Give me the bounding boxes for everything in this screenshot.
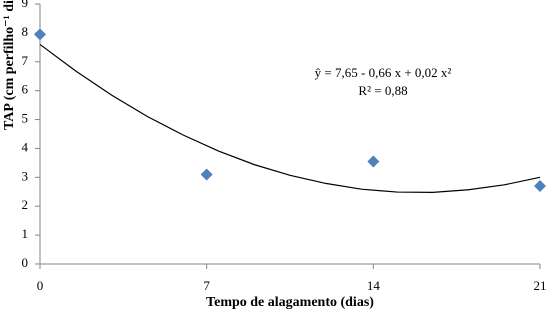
x-tick-label: 0 <box>37 278 44 293</box>
x-tick-label: 14 <box>367 278 381 293</box>
y-tick-label: 4 <box>22 139 29 154</box>
y-tick-label: 5 <box>22 111 29 126</box>
trendline <box>39 43 541 193</box>
y-tick-label: 0 <box>22 255 29 270</box>
y-axis-title: TAP (cm perfilho⁻¹ dia⁻¹) <box>2 0 17 130</box>
x-tick-label: 21 <box>534 278 547 293</box>
y-tick-label: 6 <box>22 82 29 97</box>
data-point <box>534 180 546 192</box>
x-axis-title: Tempo de alagamento (dias) <box>206 295 374 310</box>
data-point <box>367 155 380 168</box>
y-tick-label: 3 <box>22 168 29 183</box>
r-squared: R² = 0,88 <box>358 83 407 98</box>
data-point <box>34 28 46 41</box>
equation: ŷ = 7,65 - 0,66 x + 0,02 x² <box>315 65 452 80</box>
y-tick-label: 8 <box>22 24 29 39</box>
y-tick-label: 2 <box>22 197 29 212</box>
y-tick-label: 1 <box>22 226 29 241</box>
data-point <box>200 168 213 181</box>
y-tick-label: 7 <box>22 53 29 68</box>
x-tick-label: 7 <box>203 278 210 293</box>
y-tick-label: 9 <box>22 0 29 10</box>
